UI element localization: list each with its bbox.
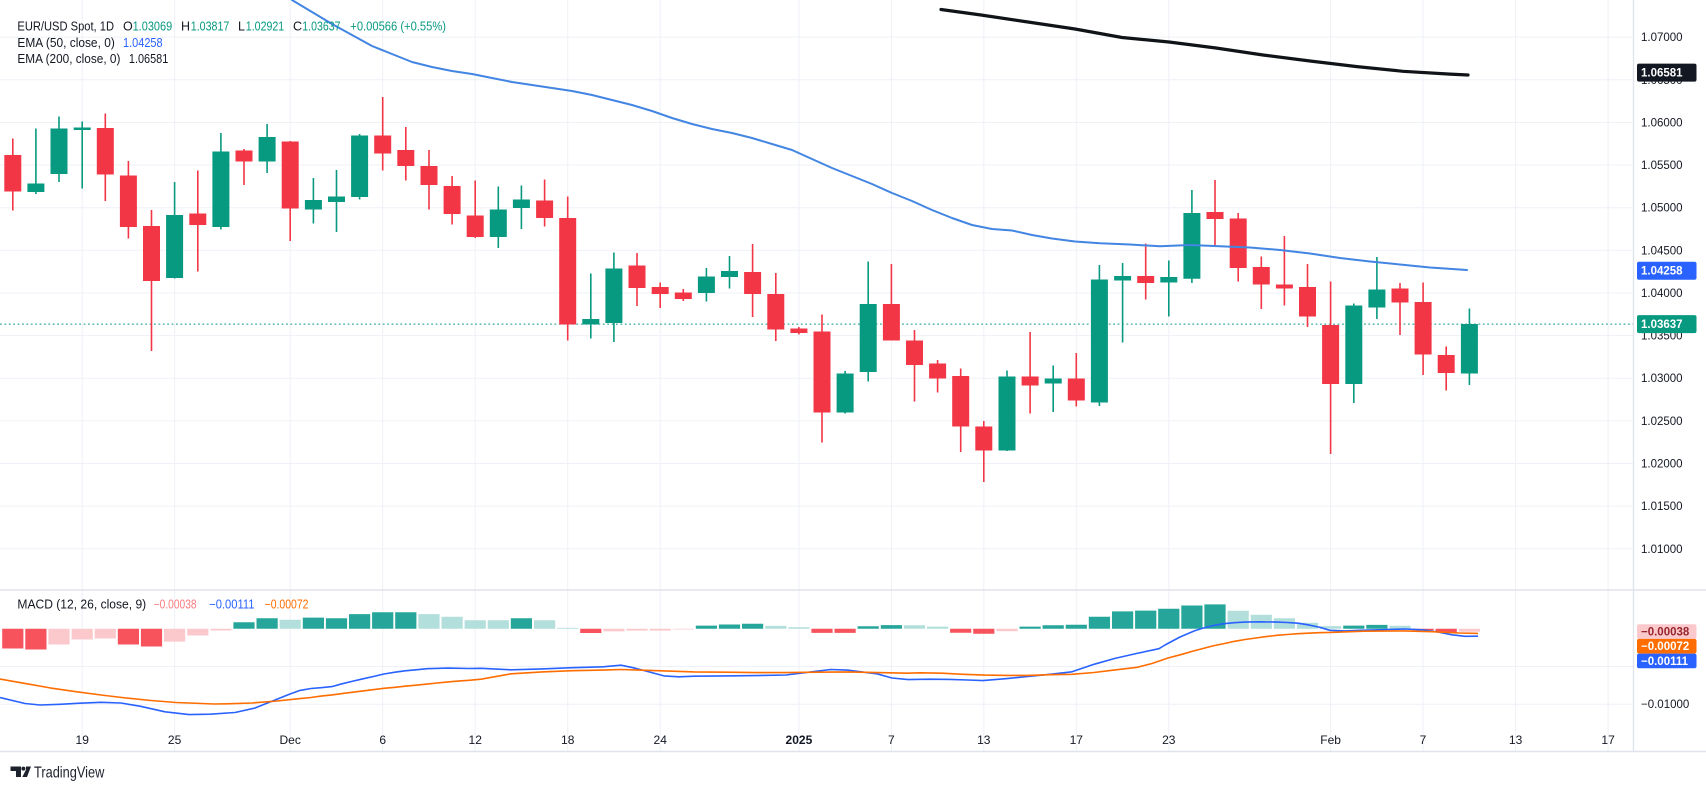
svg-text:1.03000: 1.03000 <box>1641 373 1683 385</box>
svg-text:1.05500: 1.05500 <box>1641 160 1683 172</box>
svg-text:1.06000: 1.06000 <box>1641 117 1683 129</box>
svg-text:1.06581: 1.06581 <box>1641 68 1683 80</box>
svg-text:−0.00111: −0.00111 <box>1641 656 1689 668</box>
svg-text:1.03637: 1.03637 <box>1641 319 1683 331</box>
svg-text:EMA (50, close, 0): EMA (50, close, 0) <box>17 36 114 50</box>
svg-text:1.03637: 1.03637 <box>302 20 340 34</box>
svg-text:23: 23 <box>1162 733 1176 747</box>
svg-text:Feb: Feb <box>1320 733 1341 747</box>
svg-text:1.05000: 1.05000 <box>1641 203 1683 215</box>
svg-text:TradingView: TradingView <box>34 765 105 782</box>
svg-text:13: 13 <box>1509 733 1523 747</box>
svg-text:1.03500: 1.03500 <box>1641 331 1683 343</box>
svg-text:1.07000: 1.07000 <box>1641 32 1683 44</box>
svg-text:18: 18 <box>561 733 575 747</box>
svg-text:1.04258: 1.04258 <box>123 36 163 50</box>
svg-text:−0.01000: −0.01000 <box>1641 699 1689 711</box>
svg-text:H: H <box>181 20 190 34</box>
svg-text:EMA (200, close, 0): EMA (200, close, 0) <box>17 52 120 66</box>
svg-text:1.03069: 1.03069 <box>133 20 173 34</box>
svg-text:−0.00111: −0.00111 <box>209 598 254 612</box>
svg-text:19: 19 <box>76 733 90 747</box>
svg-text:24: 24 <box>654 733 668 747</box>
svg-text:1.02921: 1.02921 <box>246 20 284 34</box>
svg-text:+0.00566 (+0.55%): +0.00566 (+0.55%) <box>350 20 446 34</box>
svg-text:13: 13 <box>977 733 991 747</box>
svg-text:1.06581: 1.06581 <box>129 52 168 66</box>
svg-text:1.03817: 1.03817 <box>191 20 230 34</box>
svg-text:1.04258: 1.04258 <box>1641 266 1683 278</box>
svg-text:Dec: Dec <box>280 733 301 747</box>
svg-text:17: 17 <box>1070 733 1084 747</box>
svg-text:1.02500: 1.02500 <box>1641 416 1683 428</box>
svg-text:7: 7 <box>888 733 895 747</box>
svg-text:1.04500: 1.04500 <box>1641 245 1683 257</box>
svg-text:25: 25 <box>168 733 182 747</box>
svg-text:1.02000: 1.02000 <box>1641 459 1683 471</box>
svg-text:−0.00038: −0.00038 <box>1641 627 1690 639</box>
svg-text:6: 6 <box>379 733 386 747</box>
svg-text:O: O <box>123 20 133 34</box>
svg-text:MACD (12, 26, close, 9): MACD (12, 26, close, 9) <box>17 598 146 612</box>
svg-text:1.01000: 1.01000 <box>1641 544 1683 556</box>
svg-text:7: 7 <box>1420 733 1427 747</box>
svg-text:−0.00038: −0.00038 <box>154 598 197 612</box>
svg-text:L: L <box>238 20 245 34</box>
svg-text:1.04000: 1.04000 <box>1641 288 1683 300</box>
svg-text:−0.00072: −0.00072 <box>1641 641 1689 653</box>
svg-text:C: C <box>293 20 302 34</box>
svg-text:−0.00072: −0.00072 <box>265 598 309 612</box>
svg-text:EUR/USD Spot, 1D: EUR/USD Spot, 1D <box>17 20 114 34</box>
svg-text:12: 12 <box>469 733 483 747</box>
svg-text:1.01500: 1.01500 <box>1641 501 1683 513</box>
svg-text:17: 17 <box>1601 733 1615 747</box>
svg-text:2025: 2025 <box>786 733 813 747</box>
